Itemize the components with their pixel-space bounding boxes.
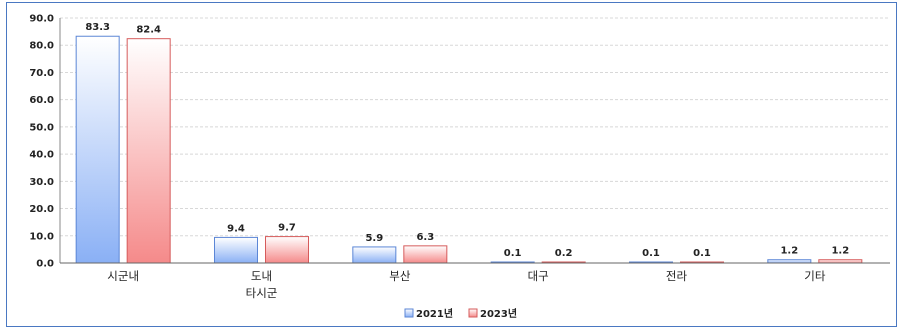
x-category-label: 부산 <box>389 269 411 283</box>
data-label: 9.7 <box>278 223 296 234</box>
data-label: 9.4 <box>227 223 245 234</box>
bar-series-2 <box>126 38 171 264</box>
data-label: 83.3 <box>85 22 110 33</box>
legend-swatch <box>404 308 414 318</box>
bar-series-2 <box>403 245 448 264</box>
x-category-label: 기타 <box>804 269 826 283</box>
y-tick-label: 90.0 <box>29 14 54 25</box>
y-tick-label: 0.0 <box>36 259 54 270</box>
legend-entry: 2021년 <box>416 307 453 320</box>
bar-series-2 <box>265 236 309 264</box>
bar-series-1 <box>75 35 120 264</box>
data-label: 1.2 <box>831 246 849 257</box>
y-tick-label: 60.0 <box>29 95 54 106</box>
x-category-label: 시군내 <box>107 269 139 283</box>
y-tick-label: 70.0 <box>29 68 54 79</box>
x-category-label: 전라 <box>666 269 688 283</box>
data-label: 5.9 <box>365 233 383 244</box>
data-label: 0.2 <box>555 248 573 259</box>
legend-swatch <box>468 308 478 318</box>
x-category-label: 대구 <box>528 269 549 283</box>
bar-series-1 <box>352 246 397 264</box>
legend-entry: 2023년 <box>480 307 517 320</box>
x-category-label: 타시군 <box>246 286 278 300</box>
y-tick-label: 50.0 <box>29 122 54 133</box>
data-label: 0.1 <box>504 248 522 259</box>
data-label: 0.1 <box>693 248 711 259</box>
y-tick-label: 20.0 <box>29 204 54 215</box>
y-tick-label: 10.0 <box>29 231 54 242</box>
x-category-label: 도내 <box>251 269 272 283</box>
data-label: 82.4 <box>136 25 161 36</box>
y-tick-label: 40.0 <box>29 150 54 161</box>
data-label: 1.2 <box>780 246 798 257</box>
bar-series-1 <box>214 236 258 264</box>
y-tick-label: 80.0 <box>29 41 54 52</box>
data-label: 6.3 <box>416 232 434 243</box>
y-tick-label: 30.0 <box>29 177 54 188</box>
data-label: 0.1 <box>642 248 660 259</box>
